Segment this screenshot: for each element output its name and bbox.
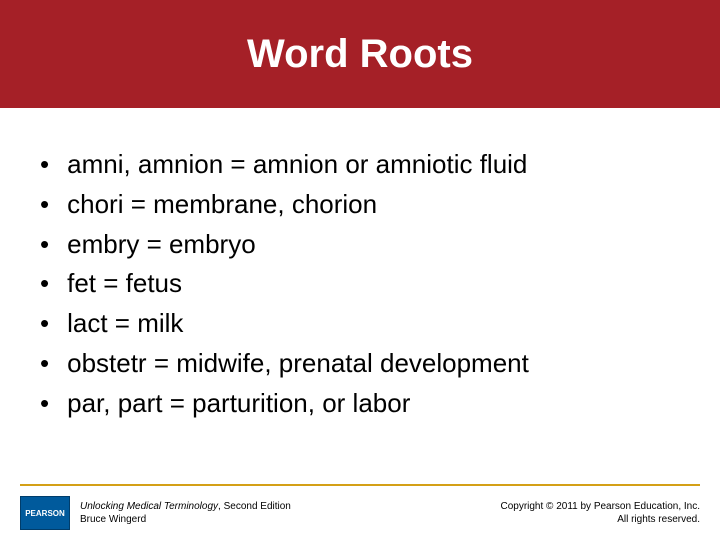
copyright-line2: All rights reserved. (617, 514, 700, 525)
bullet-text: chori = membrane, chorion (67, 188, 377, 222)
book-edition: , Second Edition (218, 501, 291, 512)
footer: PEARSON Unlocking Medical Terminology, S… (0, 486, 720, 540)
list-item: • amni, amnion = amnion or amniotic flui… (40, 148, 680, 182)
bullet-icon: • (40, 347, 49, 381)
bullet-list: • amni, amnion = amnion or amniotic flui… (40, 148, 680, 421)
list-item: • fet = fetus (40, 267, 680, 301)
bullet-icon: • (40, 188, 49, 222)
list-item: • par, part = parturition, or labor (40, 387, 680, 421)
book-author: Bruce Wingerd (80, 514, 146, 525)
bullet-icon: • (40, 228, 49, 262)
bullet-text: amni, amnion = amnion or amniotic fluid (67, 148, 527, 182)
copyright-line1: Copyright © 2011 by Pearson Education, I… (500, 501, 700, 512)
bullet-text: obstetr = midwife, prenatal development (67, 347, 529, 381)
bullet-text: embry = embryo (67, 228, 256, 262)
pearson-logo: PEARSON (20, 496, 70, 530)
bullet-text: fet = fetus (67, 267, 182, 301)
bullet-text: par, part = parturition, or labor (67, 387, 410, 421)
bullet-icon: • (40, 387, 49, 421)
bullet-icon: • (40, 267, 49, 301)
copyright: Copyright © 2011 by Pearson Education, I… (500, 500, 700, 526)
book-title: Unlocking Medical Terminology (80, 501, 218, 512)
bullet-text: lact = milk (67, 307, 183, 341)
bullet-icon: • (40, 148, 49, 182)
title-bar: Word Roots (0, 0, 720, 108)
list-item: • embry = embryo (40, 228, 680, 262)
list-item: • lact = milk (40, 307, 680, 341)
bullet-icon: • (40, 307, 49, 341)
content-area: • amni, amnion = amnion or amniotic flui… (0, 108, 720, 421)
list-item: • chori = membrane, chorion (40, 188, 680, 222)
slide-title: Word Roots (247, 32, 473, 77)
list-item: • obstetr = midwife, prenatal developmen… (40, 347, 680, 381)
book-info: Unlocking Medical Terminology, Second Ed… (80, 500, 500, 526)
